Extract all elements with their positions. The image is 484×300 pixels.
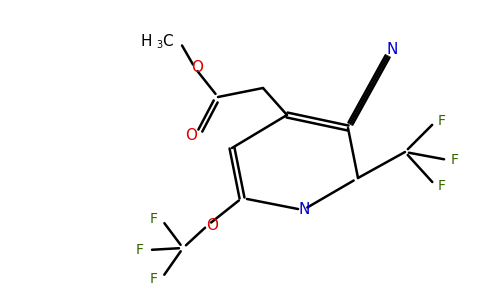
Text: F: F [451, 153, 459, 167]
Text: F: F [438, 179, 446, 193]
Text: H: H [140, 34, 152, 50]
Text: N: N [298, 202, 310, 217]
Text: F: F [438, 114, 446, 128]
Text: F: F [136, 243, 144, 257]
Text: O: O [185, 128, 197, 142]
Text: O: O [206, 218, 218, 232]
Text: F: F [150, 272, 158, 286]
Text: 3: 3 [156, 40, 162, 50]
Text: O: O [191, 59, 203, 74]
Text: C: C [162, 34, 173, 50]
Text: F: F [150, 212, 158, 226]
Text: N: N [386, 43, 398, 58]
